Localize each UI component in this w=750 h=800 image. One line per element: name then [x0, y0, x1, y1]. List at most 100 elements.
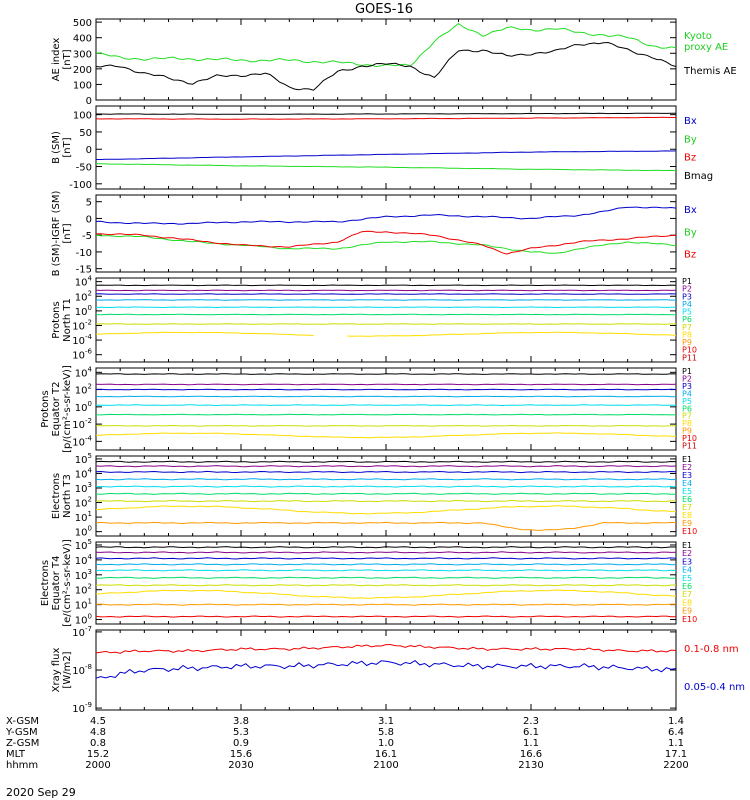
panel-7-series-6 — [95, 576, 677, 579]
panel-8-ylabel-line-2: [W/m2] — [62, 651, 73, 688]
panel-7-legend-e6: E6 — [682, 582, 692, 591]
panel-4-series-2 — [95, 289, 677, 292]
panel-3-series-2 — [95, 234, 677, 254]
panel-4-ytick-3: 10-2 — [72, 318, 92, 332]
panel-7-ylabel-line-2: Equator T4 — [51, 556, 62, 611]
panel-7-legend-e3: E3 — [682, 557, 692, 566]
axis-row-1-value-5: 1.4 — [668, 716, 684, 727]
axis-row-5-value-5: 2200 — [663, 760, 688, 771]
panel-1-ytick-5: 0 — [86, 96, 92, 107]
panel-3-ylabel-line-1: B (SM)-IGRF (SM) — [51, 191, 62, 277]
panel-5-legend-p5: P5 — [682, 397, 692, 406]
panel-3-frame — [95, 194, 677, 273]
axis-row-1-value-1: 4.5 — [90, 716, 106, 727]
panel-1-legend-2: Themis AE — [683, 66, 737, 77]
panel-4-series-7 — [95, 323, 676, 325]
panel-4-ytick-5: 10-6 — [72, 348, 92, 362]
panel-7-series-1 — [95, 546, 677, 549]
panel-7-legend-e8: E8 — [682, 598, 692, 607]
panel-8-ytick-1: 10-8 — [72, 663, 92, 677]
panel-6-series-6 — [95, 492, 677, 495]
panel-1-ytick-4: 100 — [73, 80, 92, 91]
panel-6-legend-e9: E9 — [682, 519, 692, 528]
panel-7-legend-e5: E5 — [682, 574, 692, 583]
panel-6-legend-e6: E6 — [682, 495, 692, 504]
panel-6-series-2 — [95, 465, 677, 468]
panel-5-ytick-3: 10-2 — [72, 417, 92, 431]
axis-row-2-label: Y-GSM — [5, 727, 38, 738]
axis-row-4-value-5: 17.1 — [665, 749, 687, 760]
panel-2-ytick-0: 100 — [73, 111, 92, 122]
panel-8-ytick-0: 10-7 — [72, 625, 92, 639]
axis-row-2-value-5: 6.4 — [668, 727, 684, 738]
panel-4-legend-p5: P5 — [682, 308, 692, 317]
panel-8-ylabel-line-1: Xray flux — [51, 648, 62, 693]
panel-2-series-1 — [96, 150, 677, 160]
panel-1-ytick-0: 500 — [73, 18, 92, 29]
panel-4-legend-p6: P6 — [682, 315, 692, 324]
panel-5-ylabel-line-1: Protons — [40, 390, 51, 427]
panel-7-series-7 — [95, 584, 676, 587]
panel-5-ylabel-line-2: Equator T2 — [51, 382, 62, 437]
panel-4-series-5 — [95, 306, 677, 309]
axis-row-3-value-4: 1.1 — [523, 738, 539, 749]
panel-1-series-1 — [95, 22, 677, 68]
date-label: 2020 Sep 29 — [6, 786, 76, 799]
panel-6-series-3 — [95, 470, 677, 474]
panel-7-series-9 — [95, 603, 677, 606]
panel-3-legend-1: Bx — [684, 205, 697, 216]
panel-1-ytick-3: 200 — [73, 65, 92, 76]
panel-6-series-9 — [95, 521, 677, 531]
panel-3-legend-3: Bz — [684, 250, 696, 261]
panel-4-series-6 — [95, 313, 677, 316]
axis-row-5-value-3: 2100 — [373, 760, 398, 771]
panel-8-series-1 — [95, 644, 677, 654]
panel-5-ytick-4: 10-4 — [72, 434, 92, 448]
panel-7-series-10 — [95, 615, 677, 618]
panel-4-ytick-2: 100 — [75, 304, 92, 318]
axis-row-2-value-4: 6.1 — [523, 727, 539, 738]
panel-5: Protons Equator T2 [p/(cm²-s-sr-keV)] 104 10… — [40, 365, 697, 453]
panel-5-series-8 — [96, 432, 677, 439]
panel-1-legend-1-line-1: Kyoto — [684, 31, 712, 42]
axis-row-3-label: Z-GSM — [6, 738, 39, 749]
panel-7-legend-e2: E2 — [682, 549, 692, 558]
panel-6-series-5 — [95, 485, 677, 488]
panel-8-frame — [95, 629, 677, 711]
axis-row-5-label: hhmm — [6, 760, 38, 771]
panel-4-ylabel-line-1: Protons — [51, 301, 62, 338]
axis-row-2-value-1: 4.8 — [90, 727, 106, 738]
plot-title: GOES-16 — [355, 2, 413, 17]
panel-1-ylabel-line-2: [nT] — [62, 49, 73, 69]
panel-6-series-8 — [96, 505, 677, 515]
panel-5-legend-p10: P10 — [682, 434, 697, 443]
panel-2-series-4 — [96, 112, 676, 115]
panel-1-legend-1-line-2: proxy AE — [684, 42, 728, 53]
panel-7-ytick-1: 104 — [75, 553, 93, 567]
axis-row-2-value-3: 5.8 — [378, 727, 394, 738]
panel-5-legend-p11: P11 — [682, 442, 697, 451]
panel-7-frame — [95, 541, 677, 625]
axis-row-1-value-4: 2.3 — [523, 716, 539, 727]
panel-8-legend-2: 0.05-0.4 nm — [684, 682, 745, 693]
panel-7-ytick-2: 103 — [75, 568, 92, 582]
panel-3-ytick-2: -5 — [82, 231, 92, 242]
panel-5-ytick-1: 102 — [75, 383, 92, 397]
panel-7-series-2 — [95, 551, 677, 554]
panel-3-series-1 — [95, 206, 677, 225]
panel-4-legend-p10: P10 — [682, 346, 697, 355]
panel-4-ylabel-line-2: North T1 — [62, 298, 73, 342]
panel-2-legend-2: By — [684, 134, 697, 145]
position-time-table: X-GSM 4.5 3.8 3.1 2.3 1.4 Y-GSM 4.8 5.3 5.8 6.1 6.4… — [5, 716, 689, 771]
panel-6-ytick-0: 105 — [75, 452, 92, 466]
panel-7-ylabel-line-1: Electrons — [40, 560, 51, 606]
panel-5-series-3 — [95, 388, 677, 391]
panel-4-legend-p7: P7 — [682, 323, 692, 332]
panel-5-ylabel-line-3: [p/(cm²-s-sr-keV)] — [62, 365, 73, 453]
panel-4-series-8-a — [96, 331, 314, 336]
panel-5-series-2 — [95, 383, 677, 386]
axis-row-2-value-2: 5.3 — [233, 727, 249, 738]
panel-6-ytick-1: 104 — [75, 466, 93, 480]
axis-row-4-value-1: 15.2 — [87, 749, 109, 760]
